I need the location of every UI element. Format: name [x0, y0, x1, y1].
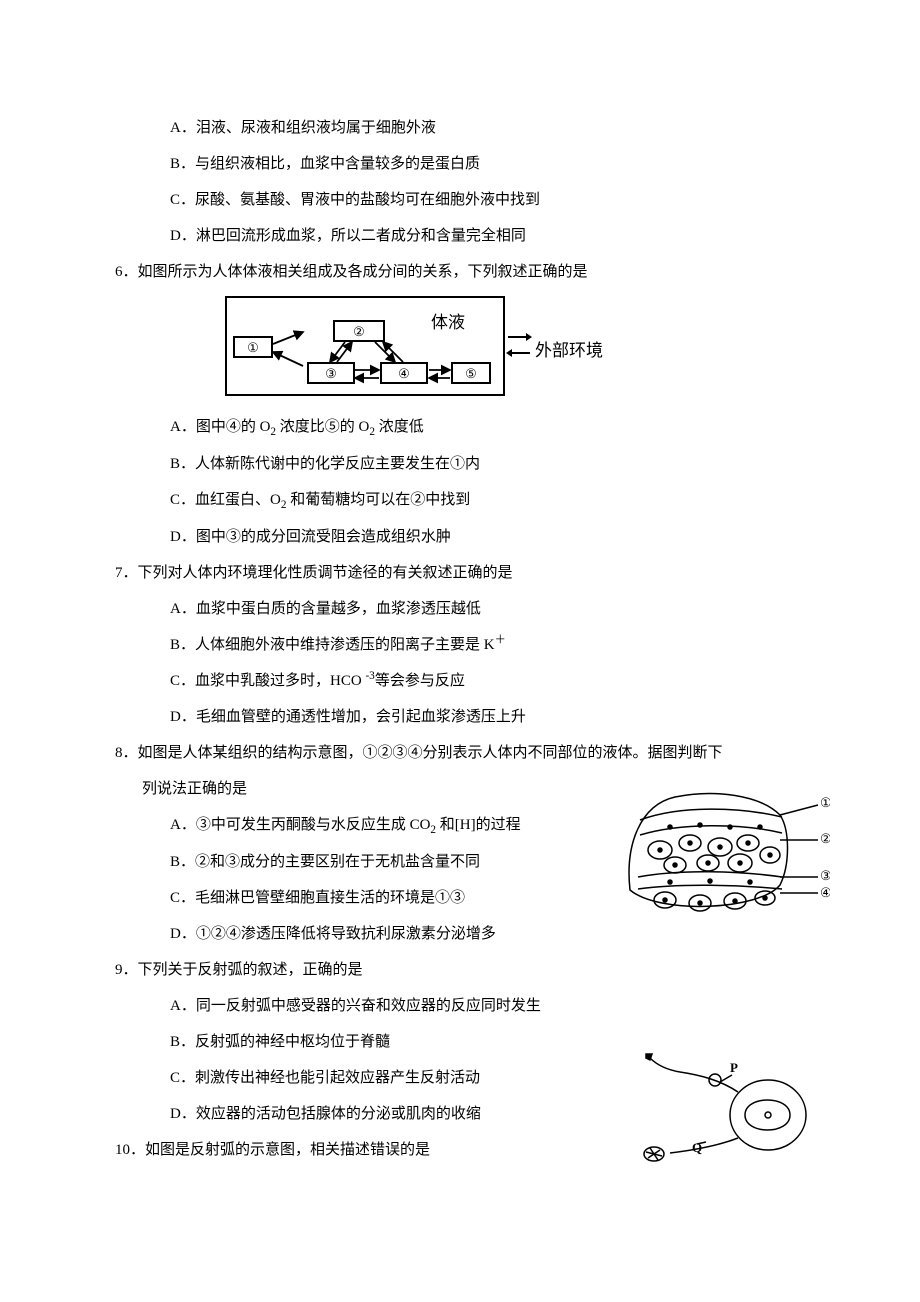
q8-stem-text-1: 如图是人体某组织的结构示意图，①②③④分别表示人体内不同部位的液体。据图判断下	[138, 745, 723, 761]
q7-option-a: A．血浆中蛋白质的含量越多，血浆渗透压越低	[115, 591, 805, 627]
q8-label-1: ①	[820, 795, 830, 810]
q7-option-b: B．人体细胞外液中维持渗透压的阳离子主要是 K＋	[115, 627, 805, 663]
q10-label-q: Q	[692, 1140, 702, 1155]
q6-number: 6．	[115, 264, 138, 280]
q9-stem-text: 下列关于反射弧的叙述，正确的是	[138, 962, 363, 978]
preq6-option-a: A．泪液、尿液和组织液均属于细胞外液	[115, 110, 805, 146]
q10-figure: P Q	[640, 1050, 820, 1170]
q6-ext-arrow-right	[508, 336, 530, 338]
q8-stem-l1: 8．如图是人体某组织的结构示意图，①②③④分别表示人体内不同部位的液体。据图判断…	[115, 735, 805, 771]
q6-figure-title: 体液	[431, 308, 465, 333]
q6-box-5: ⑤	[451, 362, 491, 384]
q7-option-d: D．毛细血管壁的通透性增加，会引起血浆渗透压上升	[115, 699, 805, 735]
q7-stem-text: 下列对人体内环境理化性质调节途径的有关叙述正确的是	[138, 565, 513, 581]
q6-ext-label: 外部环境	[535, 336, 603, 361]
q7-option-c: C．血浆中乳酸过多时，HCO -3等会参与反应	[115, 663, 805, 699]
q6-stem-text: 如图所示为人体体液相关组成及各成分间的关系，下列叙述正确的是	[138, 264, 588, 280]
q8-label-3: ③	[820, 868, 830, 883]
q9-option-a: A．同一反射弧中感受器的兴奋和效应器的反应同时发生	[115, 988, 805, 1024]
q8-number: 8．	[115, 745, 138, 761]
q6-box-1: ①	[233, 336, 273, 358]
q6-box-4: ④	[380, 362, 428, 384]
q9-number: 9．	[115, 962, 138, 978]
q9-stem: 9．下列关于反射弧的叙述，正确的是	[115, 952, 805, 988]
q7-number: 7．	[115, 565, 138, 581]
q6-option-d: D．图中③的成分回流受阻会造成组织水肿	[115, 519, 805, 555]
q6-ext-arrow-left	[508, 352, 530, 354]
q6-figure: ① ② ③ ④ ⑤ 体液 外部环境	[115, 296, 805, 403]
q6-box-2: ②	[333, 320, 385, 342]
q7-stem: 7．下列对人体内环境理化性质调节途径的有关叙述正确的是	[115, 555, 805, 591]
q6-option-c: C．血红蛋白、O2 和葡萄糖均可以在②中找到	[115, 482, 805, 519]
preq6-option-c: C．尿酸、氨基酸、胃液中的盐酸均可在细胞外液中找到	[115, 182, 805, 218]
preq6-option-d: D．淋巴回流形成血浆，所以二者成分和含量完全相同	[115, 218, 805, 254]
preq6-option-b: B．与组织液相比，血浆中含量较多的是蛋白质	[115, 146, 805, 182]
q8-figure: ① ② ③ ④	[620, 785, 830, 925]
q6-option-a: A．图中④的 O2 浓度比⑤的 O2 浓度低	[115, 409, 805, 446]
q10-number: 10．	[115, 1142, 145, 1158]
q8-label-2: ②	[820, 831, 830, 846]
q6-box-3: ③	[307, 362, 355, 384]
q10-label-p: P	[730, 1060, 738, 1075]
q6-option-b: B．人体新陈代谢中的化学反应主要发生在①内	[115, 446, 805, 482]
q6-stem: 6．如图所示为人体体液相关组成及各成分间的关系，下列叙述正确的是	[115, 254, 805, 290]
q8-label-4: ④	[820, 885, 830, 900]
exam-page: A．泪液、尿液和组织液均属于细胞外液 B．与组织液相比，血浆中含量较多的是蛋白质…	[0, 0, 920, 1302]
q10-stem-text: 如图是反射弧的示意图，相关描述错误的是	[145, 1142, 430, 1158]
